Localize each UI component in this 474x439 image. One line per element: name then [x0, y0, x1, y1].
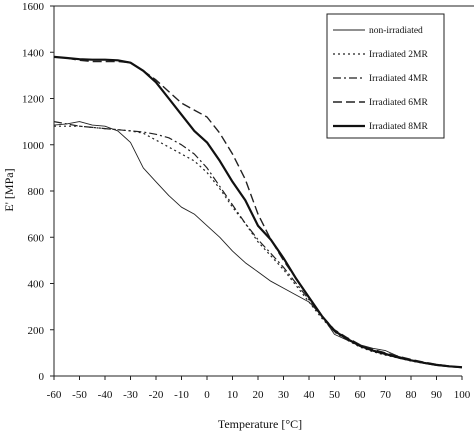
- x-tick-label: -10: [174, 389, 189, 401]
- y-tick-label: 600: [28, 232, 45, 244]
- x-tick-label: 100: [454, 389, 471, 401]
- x-tick-label: -30: [123, 389, 138, 401]
- series-line-2: [53, 121, 463, 368]
- x-tick-label: 70: [380, 389, 392, 401]
- legend-label-1: Irradiated 2MR: [369, 50, 428, 60]
- x-tick-label: 80: [406, 389, 418, 401]
- x-tick-label: 90: [431, 389, 443, 401]
- legend-label-3: Irradiated 6MR: [369, 98, 428, 108]
- series-line-1: [54, 125, 463, 368]
- y-tick-label: 0: [39, 371, 45, 383]
- x-tick-label: 0: [204, 389, 210, 401]
- legend-box: [326, 13, 445, 139]
- y-axis-label: E' [MPa]: [2, 168, 16, 211]
- x-tick-label: -60: [47, 389, 62, 401]
- y-tick-label: 400: [28, 279, 45, 291]
- x-tick-label: 50: [329, 389, 341, 401]
- axis-ticks: -60 -50 -40 -30 -20 -10 0 10 20 30 40 50 60 70 80 90 100…: [22, 1, 471, 401]
- legend: non-irradiated Irradiated 2MR Irradiated 4…: [326, 13, 445, 139]
- x-tick-label: -40: [98, 389, 113, 401]
- y-tick-label: 200: [28, 325, 45, 337]
- x-tick-label: 10: [227, 389, 239, 401]
- series-lines: [53, 55, 463, 369]
- y-tick-label: 1200: [22, 94, 45, 106]
- x-tick-label: -20: [149, 389, 164, 401]
- x-tick-label: 40: [304, 389, 316, 401]
- legend-label-4: Irradiated 8MR: [369, 122, 428, 132]
- x-tick-label: 60: [355, 389, 367, 401]
- series-line-0: [53, 121, 463, 369]
- y-tick-label: 1600: [22, 1, 45, 13]
- x-axis-label: Temperature [°C]: [218, 417, 302, 431]
- x-tick-label: -50: [72, 389, 87, 401]
- y-tick-label: 1400: [22, 47, 45, 59]
- y-tick-label: 1000: [22, 140, 45, 152]
- x-tick-label: 30: [278, 389, 290, 401]
- x-tick-label: 20: [253, 389, 265, 401]
- series-line-4: [53, 55, 463, 369]
- y-tick-label: 800: [28, 186, 45, 198]
- legend-label-2: Irradiated 4MR: [369, 74, 428, 84]
- legend-label-0: non-irradiated: [369, 26, 423, 36]
